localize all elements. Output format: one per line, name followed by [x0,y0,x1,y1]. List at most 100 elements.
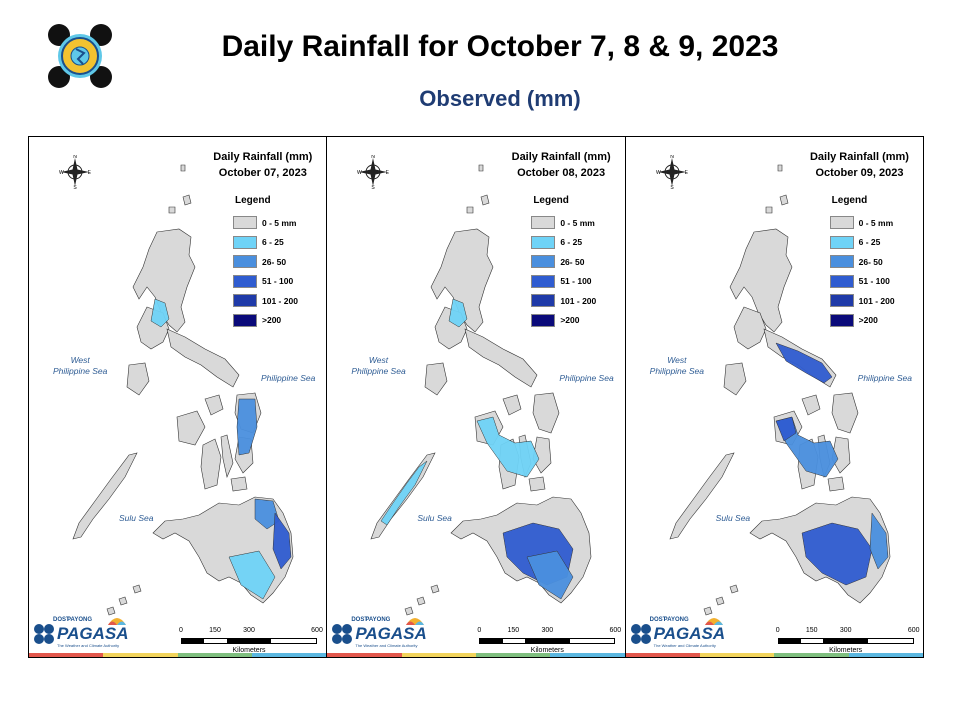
rain-area [526,550,574,600]
compass-e: E [88,170,92,176]
scale-segment [823,639,868,643]
dost-logo-icon [34,624,54,644]
scale-segment [867,639,913,643]
dost-logo-icon [332,624,353,644]
rain-area [228,550,276,600]
rain-area [775,342,833,384]
stripe-segment [625,653,700,657]
scale-ticks: 0 150 300 600 [775,627,920,637]
legend: 0 - 5 mm 6 - 25 26- 50 51 - 100 101 - 200 >20… [233,213,298,330]
legend-label: >200 [262,315,282,326]
legend-label: 101 - 200 [560,295,597,306]
north-arrow-compass-icon: N S E W [58,154,92,191]
legend-item: 26- 50 [829,252,895,272]
payong-label: PAYONG [365,617,391,623]
pagasa-tagline: The Weather and Climate Authority [57,643,120,648]
legend-swatch [531,313,556,327]
west-philippine-sea-label: West Philippine Sea [53,355,108,376]
legend-label: 51 - 100 [262,276,294,287]
legend-label: 6 - 25 [858,237,881,248]
stripe-segment [699,653,775,657]
legend-label: 26- 50 [262,256,287,267]
scale-tick: 300 [541,627,554,634]
page-subtitle: Observed (mm) [419,86,581,111]
stripe-segment [177,653,252,657]
scale-ticks: 0 150 300 600 [179,627,323,637]
legend-item: >200 [829,311,895,331]
legend-label: 51 - 100 [858,276,890,287]
rain-area [869,512,888,570]
legend-swatch [233,313,257,327]
legend-swatch [829,313,854,327]
legend-item: 0 - 5 mm [829,213,895,233]
stripe-segment [29,653,104,657]
west-philippine-sea-label: West Philippine Sea [351,355,406,376]
scale-tick: 150 [209,627,221,634]
stripe-segment [475,653,551,657]
legend-swatch [531,294,556,308]
rain-area [254,498,280,530]
panel-title: Daily Rainfall (mm) October 09, 2023 [810,149,909,181]
legend-swatch [829,216,854,230]
pagasa-brand-logo: DOST PAYONG PAGASA The Weather and Clima… [33,615,129,651]
stripe-segment [251,653,327,657]
legend-item: 26- 50 [531,252,596,272]
rain-area [380,460,428,526]
legend-swatch [233,294,257,308]
philippines-map [669,164,890,616]
scale-segment [524,639,570,643]
color-stripe [625,653,923,657]
philippine-sea-label: Philippine Sea [559,373,614,383]
stripe-segment [103,653,178,657]
legend-swatch [829,294,854,308]
north-arrow-compass-icon: N S E W [356,154,390,191]
legend-swatch [531,216,556,230]
scale-tick: 300 [243,627,255,634]
dost-logo-icon [630,624,651,644]
legend-item: 0 - 5 mm [233,213,298,233]
legend-label: >200 [560,315,580,326]
philippine-sea-label: Philippine Sea [261,373,316,383]
panel-date: October 07, 2023 [218,167,307,179]
legend-swatch [829,235,854,249]
scale-unit: Kilometers [530,647,564,654]
panel-title: Daily Rainfall (mm) October 07, 2023 [213,149,312,181]
scale-tick: 0 [477,627,482,634]
pagasa-brand-logo: DOST PAYONG PAGASA The Weather and Clima… [630,615,726,651]
legend-label: 101 - 200 [858,295,895,306]
dost-label: DOST [53,617,70,623]
legend-item: 0 - 5 mm [531,213,596,233]
legend-swatch [233,255,257,269]
scale-tick: 150 [805,627,818,634]
legend-item: 51 - 100 [531,272,596,292]
compass-w: W [656,170,661,176]
umbrella-icon [704,618,723,625]
legend-item: 6 - 25 [531,233,596,253]
legend-label: 0 - 5 mm [262,217,297,228]
stripe-segment [401,653,476,657]
compass-s: S [372,185,376,189]
map-panels: N S E W Daily Rainfall (mm) October 07, … [28,136,924,658]
legend-title: Legend [831,195,868,206]
west-philippine-sea-label: West Philippine Sea [649,355,705,376]
panel-title: Daily Rainfall (mm) October 08, 2023 [512,149,611,181]
legend-title: Legend [533,195,569,206]
page-title: Daily Rainfall for October 7, 8 & 9, 202… [221,30,779,63]
umbrella-icon [406,618,425,625]
legend-label: 0 - 5 mm [560,217,595,228]
rain-area [449,298,468,328]
legend-item: 101 - 200 [829,291,895,311]
panel-title-line1: Daily Rainfall (mm) [511,151,611,163]
scale-bar: 0 150 300 600 Kilometers [477,627,621,654]
color-stripe [327,653,625,657]
scale-bar: 0 150 300 600 Kilometers [775,627,920,654]
sulu-sea-label: Sulu Sea [417,513,452,523]
north-arrow-compass-icon: N S E W [655,154,689,191]
legend-swatch [531,255,556,269]
legend-swatch [531,235,556,249]
scale-tick: 0 [775,627,780,634]
legend-swatch [233,235,257,249]
scale-ticks: 0 150 300 600 [477,627,621,637]
pagasa-brand-logo: DOST PAYONG PAGASA The Weather and Clima… [331,615,427,651]
legend-label: 101 - 200 [262,295,298,306]
